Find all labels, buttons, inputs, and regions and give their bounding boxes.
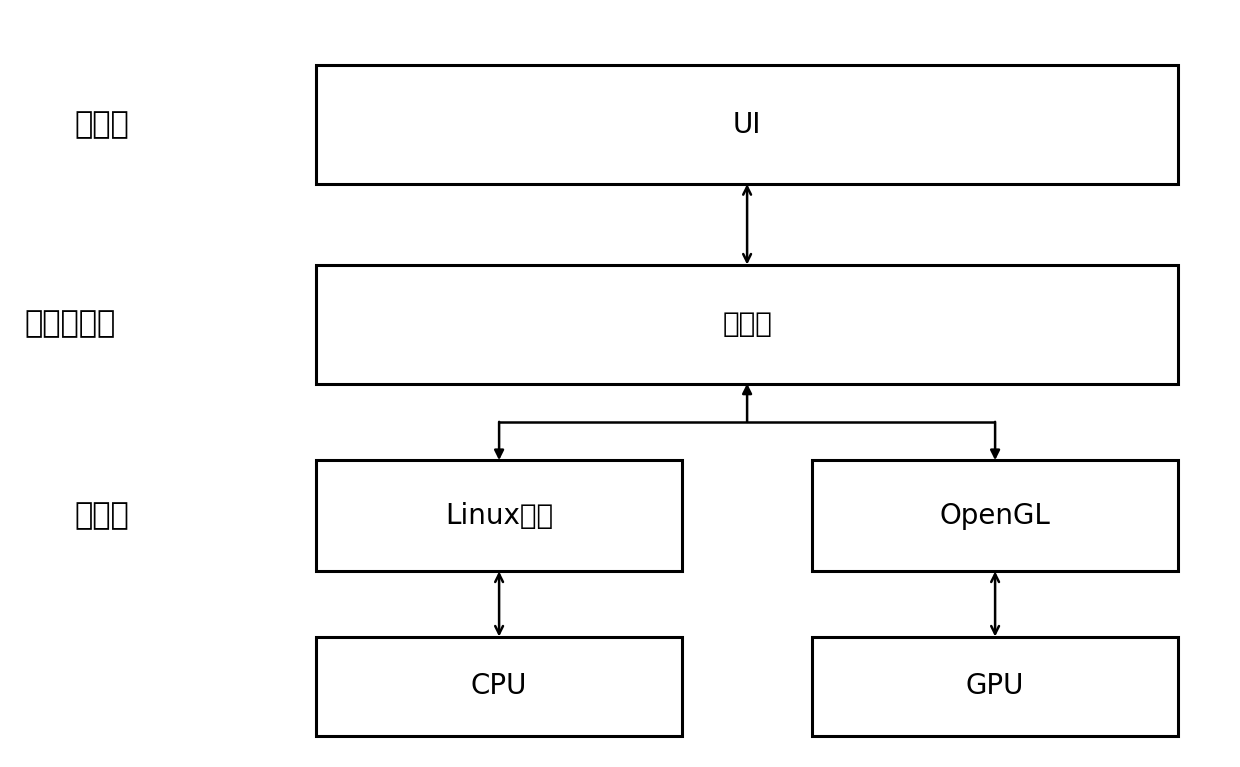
Text: 应用层: 应用层 — [74, 110, 129, 139]
Text: 业务支撇层: 业务支撇层 — [25, 309, 117, 338]
Text: GPU: GPU — [966, 673, 1024, 700]
Bar — [812, 637, 1178, 736]
Text: CPU: CPU — [471, 673, 527, 700]
Text: 浏览器: 浏览器 — [722, 310, 773, 338]
Bar — [316, 65, 1178, 184]
Bar — [316, 637, 682, 736]
Text: UI: UI — [733, 110, 761, 139]
Bar — [316, 265, 1178, 384]
Text: OpenGL: OpenGL — [940, 502, 1050, 530]
Bar — [812, 460, 1178, 571]
Text: Linux内核: Linux内核 — [445, 502, 553, 530]
Bar — [316, 460, 682, 571]
Text: 平台层: 平台层 — [74, 501, 129, 530]
